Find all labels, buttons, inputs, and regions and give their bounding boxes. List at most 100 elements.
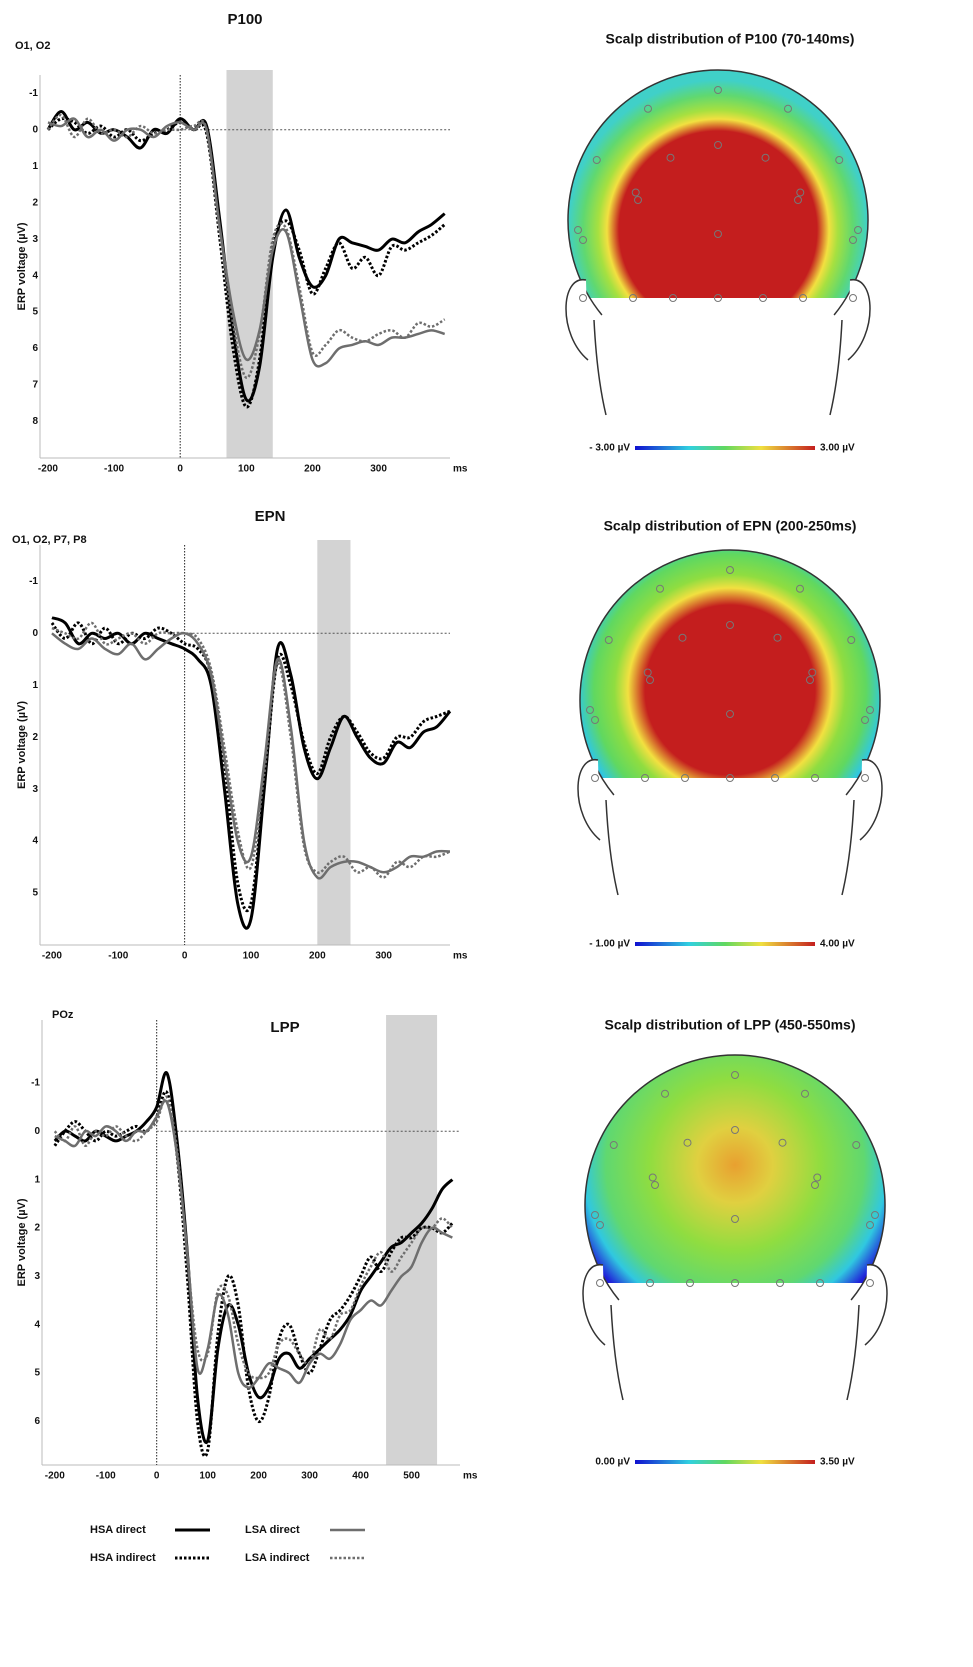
y-tick-label: 5 (34, 1368, 40, 1379)
y-tick-label: 1 (32, 680, 38, 691)
x-tick-label: 0 (182, 951, 188, 962)
x-tick-label: -100 (104, 464, 124, 475)
electrode (648, 1173, 657, 1182)
electrode (861, 774, 869, 782)
ear (565, 279, 589, 361)
time-window (226, 70, 273, 458)
color-scale (635, 1460, 815, 1464)
electrode (759, 294, 767, 302)
neck (593, 319, 607, 416)
erp-line (50, 621, 451, 912)
y-tick-label: 2 (32, 732, 38, 743)
electrode (591, 774, 599, 782)
y-tick-label: 6 (32, 343, 38, 354)
y-tick-label: 4 (34, 1319, 40, 1330)
electrode (773, 633, 782, 642)
time-window (386, 1015, 438, 1465)
electrode (641, 774, 649, 782)
ear (847, 279, 871, 361)
chart-title: P100 (227, 11, 262, 28)
chart-title: EPN (255, 508, 286, 525)
erp-line (51, 621, 451, 879)
neck (829, 319, 843, 416)
y-tick-label: 4 (32, 270, 38, 281)
ear (582, 1264, 606, 1346)
electrode (731, 1071, 739, 1079)
scale-min-label: 0.00 µV (595, 1457, 630, 1468)
y-tick-label: -1 (29, 576, 38, 587)
y-tick-label: -1 (29, 88, 38, 99)
electrode (646, 676, 654, 684)
erp-line (46, 116, 446, 409)
electrode (866, 1221, 874, 1229)
y-axis-label: ERP voltage (µV) (16, 701, 28, 789)
ear (864, 1264, 888, 1346)
electrode (771, 774, 779, 782)
electrode (666, 153, 675, 162)
legend-label: HSA direct (90, 1524, 146, 1536)
y-tick-label: 1 (32, 161, 38, 172)
electrode (643, 668, 652, 677)
y-tick-label: -1 (31, 1078, 40, 1089)
electrode (629, 294, 637, 302)
electrode (714, 141, 722, 149)
electrode (861, 716, 869, 724)
channel-label: POz (52, 1009, 74, 1021)
x-tick-label: 200 (309, 951, 326, 962)
electrode (816, 1279, 824, 1287)
electrode (651, 1181, 659, 1189)
electrode (591, 1211, 599, 1219)
electrode (681, 774, 689, 782)
electrode (631, 188, 640, 197)
electrode (714, 294, 722, 302)
y-tick-label: 1 (34, 1174, 40, 1185)
electrode (609, 1141, 618, 1149)
electrode (579, 236, 587, 244)
legend-label: LSA indirect (245, 1552, 310, 1564)
electrode (646, 1279, 654, 1287)
erp-line (54, 1099, 453, 1389)
electrode (644, 104, 652, 113)
electrode (726, 621, 734, 629)
electrode (661, 1089, 669, 1098)
scalp-heatmap (568, 69, 868, 298)
electrode (596, 1221, 604, 1229)
x-tick-label: -100 (96, 1471, 116, 1482)
neck (605, 799, 619, 896)
y-tick-label: 6 (34, 1416, 40, 1427)
electrode (811, 774, 819, 782)
color-scale (635, 942, 815, 946)
ear (577, 759, 601, 841)
x-unit: ms (453, 951, 468, 962)
head-outline (579, 549, 881, 796)
electrode (808, 668, 817, 677)
electrode (714, 230, 722, 238)
x-tick-label: 300 (301, 1471, 318, 1482)
erp-line (53, 1095, 454, 1380)
head-outline (584, 1054, 886, 1301)
legend-label: HSA indirect (90, 1552, 156, 1564)
electrode (794, 196, 802, 204)
electrode (656, 584, 664, 593)
y-tick-label: 2 (34, 1223, 40, 1234)
electrode (776, 1279, 784, 1287)
electrode (784, 104, 792, 113)
electrode (678, 633, 687, 642)
electrode (806, 676, 814, 684)
electrode (799, 294, 807, 302)
electrode (811, 1181, 819, 1189)
color-scale (635, 446, 815, 450)
x-tick-label: 0 (177, 464, 183, 475)
ear (859, 759, 883, 841)
electrode (579, 294, 587, 302)
electrode (731, 1215, 739, 1223)
head-outline (567, 69, 869, 316)
x-tick-label: 200 (304, 464, 321, 475)
y-tick-label: 8 (32, 416, 38, 427)
y-tick-label: 7 (32, 380, 38, 391)
electrode (761, 153, 770, 162)
map-title: Scalp distribution of P100 (70-140ms) (606, 31, 855, 47)
x-tick-label: -100 (108, 951, 128, 962)
x-tick-label: 100 (199, 1471, 216, 1482)
electrode (731, 1279, 739, 1287)
